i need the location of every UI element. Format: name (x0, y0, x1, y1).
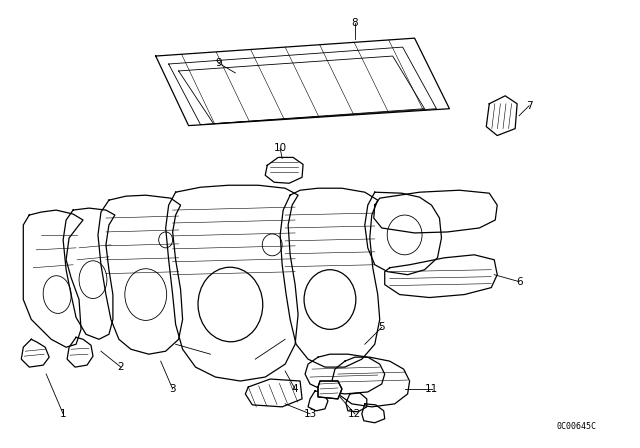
Text: 5: 5 (378, 323, 385, 332)
Text: 7: 7 (526, 101, 532, 111)
Text: 4: 4 (292, 384, 298, 394)
Text: 12: 12 (348, 409, 362, 419)
Text: 13: 13 (303, 409, 317, 419)
Text: 2: 2 (118, 362, 124, 372)
Polygon shape (318, 381, 342, 399)
Text: 0C00645C: 0C00645C (557, 422, 596, 431)
Text: 11: 11 (425, 384, 438, 394)
Text: 9: 9 (215, 58, 221, 68)
Text: 10: 10 (274, 143, 287, 154)
Text: 6: 6 (516, 277, 522, 287)
Text: 8: 8 (351, 18, 358, 28)
Text: 3: 3 (170, 384, 176, 394)
Text: 1: 1 (60, 409, 67, 419)
